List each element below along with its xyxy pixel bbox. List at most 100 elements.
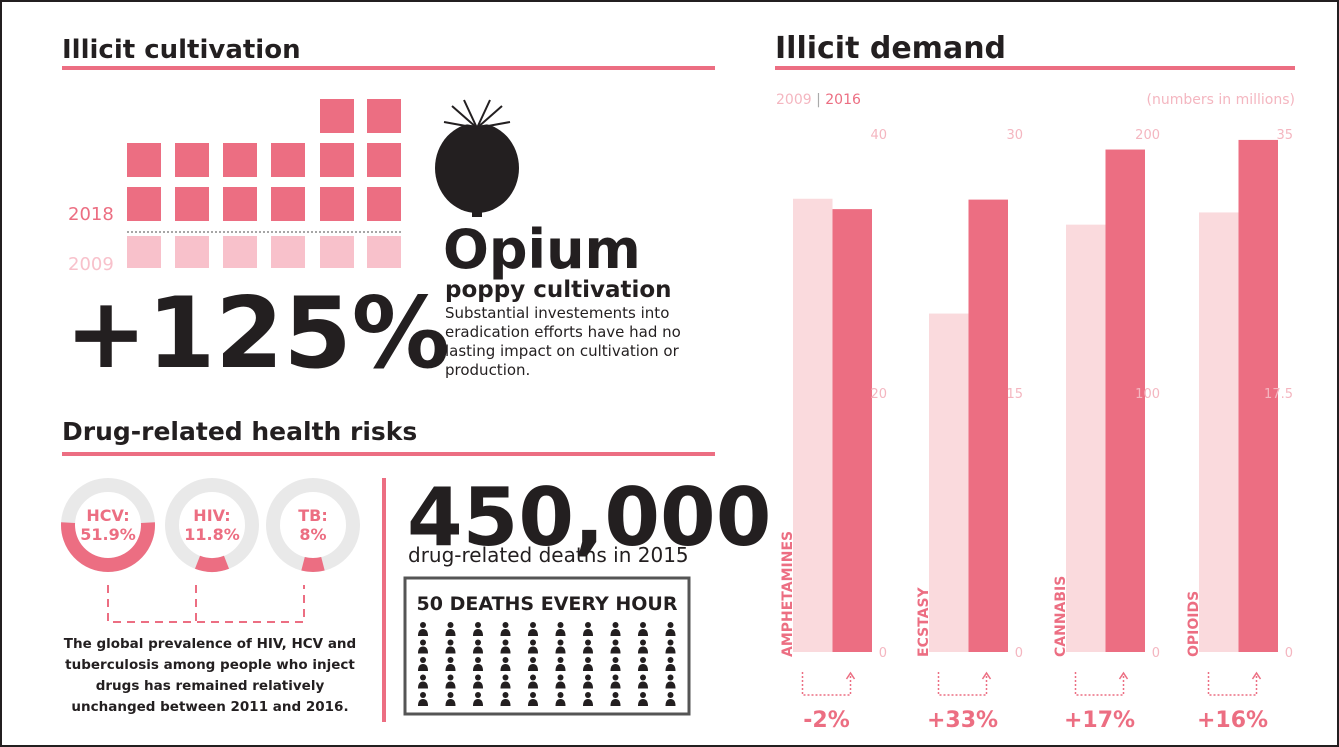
person-icon <box>638 622 648 636</box>
person-body <box>665 681 676 689</box>
person-icon <box>528 674 538 689</box>
person-body <box>445 664 456 671</box>
person-head <box>502 674 509 681</box>
change: +125% <box>65 277 450 391</box>
person-head <box>640 692 646 698</box>
person-icon <box>500 674 511 689</box>
person-head <box>475 674 481 681</box>
arrow-head <box>845 671 856 680</box>
person-body <box>473 629 483 636</box>
person-head <box>585 674 591 681</box>
person-body <box>610 699 621 706</box>
square <box>223 236 257 268</box>
person-icon <box>418 622 428 636</box>
person-body <box>638 699 648 706</box>
person-icon <box>610 639 621 654</box>
person-icon <box>418 674 428 689</box>
person-icon <box>583 674 593 689</box>
person-icon <box>665 674 676 689</box>
person-head <box>585 622 591 628</box>
person-head <box>502 692 509 698</box>
person-head <box>640 674 646 681</box>
person-head <box>420 639 426 646</box>
section-title: Drug-related health risks <box>62 417 417 446</box>
deaths: 450,000 <box>407 471 771 564</box>
person-head <box>530 692 536 698</box>
person-icon <box>445 639 456 654</box>
square <box>367 187 401 221</box>
year-label: 2018 <box>68 204 114 225</box>
bar <box>793 198 833 652</box>
y-tick-label: 30 <box>1006 128 1023 143</box>
person-icon <box>610 657 621 671</box>
person-head <box>420 657 426 663</box>
person-icon <box>445 674 456 689</box>
person-head <box>420 692 426 698</box>
description: lasting impact on cultivation or <box>445 342 680 360</box>
square <box>367 143 401 177</box>
legend-item: 2016 <box>825 92 861 108</box>
person-head <box>640 639 646 646</box>
person-head <box>502 639 509 646</box>
person-body <box>473 681 483 689</box>
person-head <box>420 674 426 681</box>
square <box>127 236 161 268</box>
person-body <box>665 664 676 671</box>
rate-label: HCV: <box>86 506 129 525</box>
person-icon <box>445 692 456 706</box>
person-body <box>528 664 538 671</box>
person-body <box>610 646 621 654</box>
person-icon <box>500 622 511 636</box>
y-tick-label: 0 <box>1285 646 1293 661</box>
description: eradication efforts have had no <box>445 323 681 341</box>
person-body <box>445 699 456 706</box>
person-icon <box>583 622 593 636</box>
square <box>320 236 354 268</box>
person-body <box>610 664 621 671</box>
person-icon <box>665 622 676 636</box>
person-head <box>530 657 536 663</box>
person-head <box>557 692 564 698</box>
square <box>320 99 354 133</box>
person-head <box>475 622 481 628</box>
arrow-head <box>1118 671 1129 680</box>
rate-value: 51.9% <box>80 525 136 544</box>
person-body <box>610 681 621 689</box>
person-icon <box>555 639 566 654</box>
person-body <box>665 646 676 654</box>
person-head <box>420 622 426 628</box>
person-body <box>528 681 538 689</box>
person-body <box>445 629 456 636</box>
person-icon <box>473 657 483 671</box>
bar <box>832 209 872 653</box>
person-head <box>530 674 536 681</box>
person-icon <box>610 674 621 689</box>
person-body <box>418 699 428 706</box>
person-body <box>528 699 538 706</box>
person-body <box>418 664 428 671</box>
person-head <box>612 639 619 646</box>
bar <box>929 313 969 652</box>
person-body <box>555 664 566 671</box>
change-bracket <box>937 672 988 696</box>
y-tick-label: 200 <box>1135 128 1160 143</box>
person-icon <box>638 639 648 654</box>
square <box>367 236 401 268</box>
bar <box>1105 149 1145 653</box>
person-icon <box>528 692 538 706</box>
person-body <box>528 646 538 654</box>
legend: 2009 | 2016 <box>776 92 861 108</box>
person-icon <box>418 692 428 706</box>
person-body <box>583 629 593 636</box>
change-bracket <box>1207 672 1258 696</box>
person-icon <box>583 657 593 671</box>
arrow-head <box>981 671 992 680</box>
category-label: AMPHETAMINES <box>780 531 796 657</box>
person-icon <box>583 692 593 706</box>
person-icon <box>473 674 483 689</box>
person-head <box>530 639 536 646</box>
y-tick-label: 35 <box>1276 128 1293 143</box>
units-note: (numbers in millions) <box>1147 92 1295 108</box>
person-icon <box>583 639 593 654</box>
